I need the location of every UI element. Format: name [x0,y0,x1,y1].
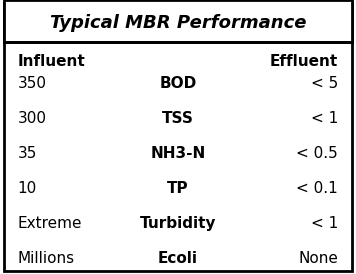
Text: < 0.1: < 0.1 [297,181,338,196]
Text: TSS: TSS [162,111,194,126]
Text: Ecoli: Ecoli [158,252,198,266]
Text: Typical MBR Performance: Typical MBR Performance [50,14,306,32]
Text: 300: 300 [18,111,47,126]
Text: Extreme: Extreme [18,216,82,231]
Text: Millions: Millions [18,252,75,266]
Text: 350: 350 [18,76,47,91]
Text: Turbidity: Turbidity [140,216,216,231]
Text: < 0.5: < 0.5 [297,146,338,161]
Bar [4,0,352,42]
Text: 35: 35 [18,146,37,161]
Text: TP: TP [167,181,189,196]
Text: NH3-N: NH3-N [150,146,206,161]
Text: Influent: Influent [18,54,85,69]
Text: BOD: BOD [159,76,197,91]
Text: < 1: < 1 [311,216,338,231]
Text: Effluent: Effluent [270,54,338,69]
Text: 10: 10 [18,181,37,196]
Text: < 5: < 5 [311,76,338,91]
Text: None: None [298,252,338,266]
Text: < 1: < 1 [311,111,338,126]
